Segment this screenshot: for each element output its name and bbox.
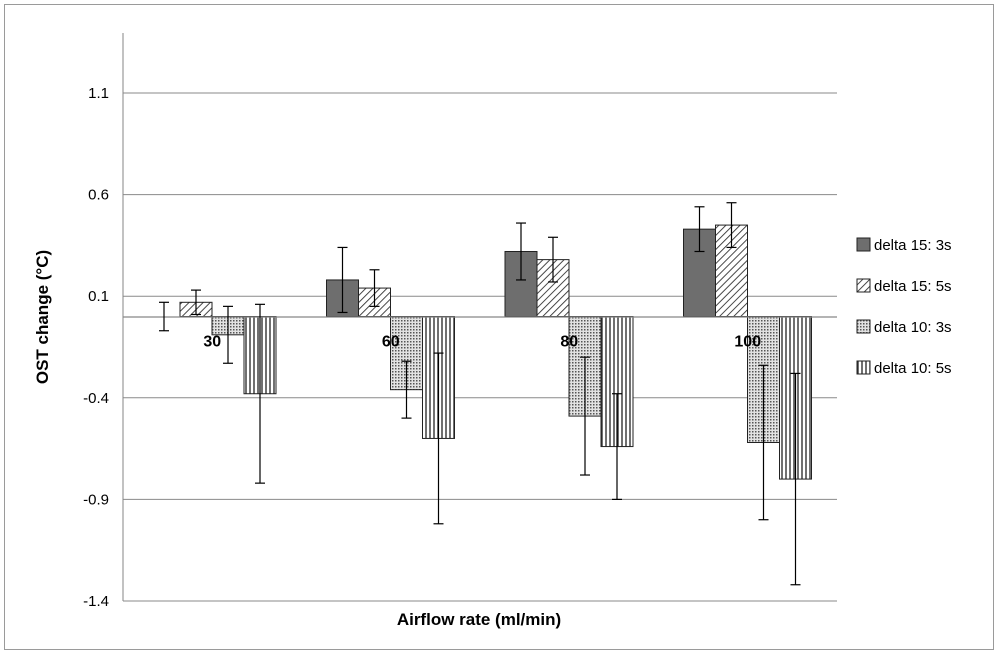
error-bars [159, 202, 801, 586]
y-tick-label: 0.6 [88, 187, 109, 204]
legend-label: delta 10: 3s [874, 319, 952, 336]
legend-swatch [856, 237, 871, 252]
y-tick-labels: 1.1 0.6 0.1 -0.4 -0.9 -1.4 [83, 85, 109, 610]
y-axis-title: OST change (°C) [33, 250, 52, 384]
x-category-label: 100 [734, 334, 761, 351]
x-category-label: 60 [382, 334, 400, 351]
chart-frame: 1.1 0.6 0.1 -0.4 -0.9 -1.4 30 60 80 100 OST chan… [4, 4, 994, 650]
y-tick-label: -0.9 [83, 491, 109, 508]
y-tick-label: -0.4 [83, 390, 109, 407]
x-category-label: 80 [560, 334, 578, 351]
legend-swatch [856, 278, 871, 293]
grid-layer [123, 92, 837, 602]
chart: 1.1 0.6 0.1 -0.4 -0.9 -1.4 30 60 80 100 OST chan… [33, 33, 952, 629]
category-labels: 30 60 80 100 [203, 334, 761, 351]
legend-label: delta 15: 3s [874, 237, 952, 254]
y-tick-label: -1.4 [83, 593, 109, 610]
y-tick-label: 0.1 [88, 288, 109, 305]
x-axis-title: Airflow rate (ml/min) [397, 610, 561, 629]
legend-label: delta 15: 5s [874, 278, 952, 295]
legend-swatch [856, 319, 871, 334]
legend-swatch [856, 360, 871, 375]
legend-label: delta 10: 5s [874, 360, 952, 377]
legend: delta 15: 3s delta 15: 5s delta 10: 3s delt… [856, 237, 952, 377]
bars [179, 224, 812, 480]
x-category-label: 30 [203, 334, 221, 351]
y-tick-label: 1.1 [88, 85, 109, 102]
